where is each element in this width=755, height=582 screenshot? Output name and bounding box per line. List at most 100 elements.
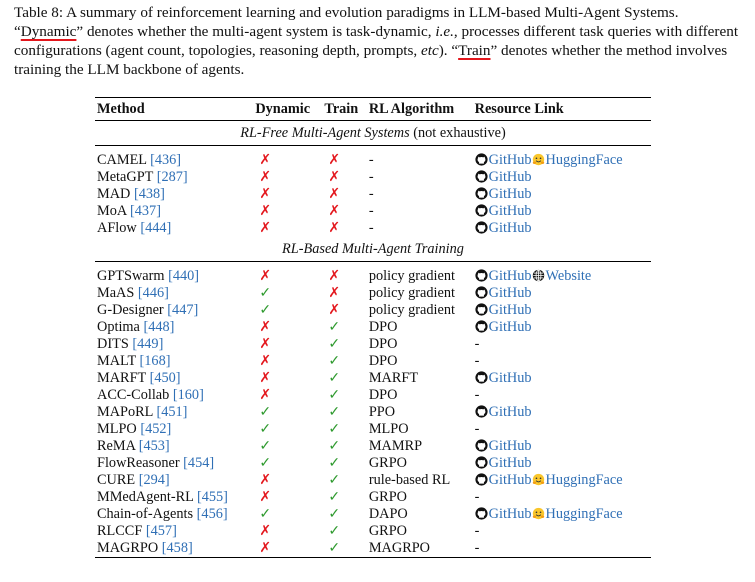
citation: [438]: [133, 186, 165, 202]
dynamic-mark: ✗: [259, 524, 272, 539]
method-cell: ACC-Collab [160]: [95, 387, 253, 404]
dynamic-cell: ✗: [253, 540, 323, 558]
resource-link[interactable]: GitHub: [475, 438, 532, 454]
citation: [456]: [196, 506, 228, 522]
train-mark: ✗: [328, 303, 341, 318]
algorithm-cell: -: [367, 203, 473, 220]
resource-link[interactable]: GitHub: [475, 472, 532, 488]
method-name: MAGRPO: [97, 540, 159, 556]
link-label: GitHub: [488, 302, 532, 318]
dynamic-cell: ✓: [253, 506, 322, 523]
method-cell: MetaGPT [287]: [95, 169, 253, 186]
train-mark: ✓: [328, 524, 341, 539]
caption-text: ” denotes whether the method involves tr…: [14, 42, 728, 78]
resource-link[interactable]: GitHub: [475, 285, 532, 301]
caption-text: Table 8: A summary of reinforcement lear…: [14, 4, 679, 40]
train-mark: ✗: [328, 187, 341, 202]
train-mark: ✓: [328, 456, 341, 471]
train-mark: ✓: [328, 541, 341, 556]
link-label: HuggingFace: [545, 152, 623, 168]
train-cell: ✗: [322, 302, 366, 319]
dynamic-mark: ✓: [259, 456, 272, 471]
resource-link[interactable]: GitHub: [475, 169, 532, 185]
link-cell: GitHub: [473, 186, 651, 203]
dynamic-mark: ✓: [259, 422, 272, 437]
table-row: CURE [294] ✗ ✓ rule-based RL GitHub HuggingFa…: [95, 472, 651, 489]
train-cell: ✓: [322, 319, 366, 336]
dynamic-cell: ✗: [253, 152, 322, 169]
algorithm-cell: DPO: [367, 387, 473, 404]
section-name: RL-Based Multi-Agent Training: [282, 240, 464, 257]
method-name: DITS: [97, 336, 129, 352]
algorithm: MARFT: [368, 370, 419, 386]
table-row: MAPoRL [451] ✓ ✓ PPO GitHub: [95, 404, 651, 421]
train-mark: ✓: [328, 507, 341, 522]
algorithm: -: [368, 220, 374, 236]
link-cell: GitHub: [473, 302, 651, 319]
dynamic-mark: ✗: [259, 153, 272, 168]
resource-link[interactable]: HuggingFace: [532, 152, 623, 168]
link-icon: [475, 286, 488, 299]
train-cell: ✓: [322, 421, 366, 438]
algorithm: PPO: [368, 404, 396, 420]
link-icon: [475, 507, 488, 520]
method-name: FlowReasoner: [97, 455, 180, 471]
resource-link[interactable]: GitHub: [475, 370, 532, 386]
link-label: GitHub: [488, 506, 532, 522]
caption-keyword: Train: [458, 42, 491, 59]
dynamic-cell: ✗: [253, 523, 322, 540]
resource-link[interactable]: GitHub: [475, 186, 532, 202]
link-icon: [475, 371, 488, 384]
header-row: Method Dynamic Train RL Algorithm Resource L…: [95, 97, 651, 121]
train-cell: ✗: [322, 285, 366, 302]
link-cell: GitHub: [473, 285, 651, 302]
table-row: RLCCF [457] ✗ ✓ GRPO -: [95, 523, 651, 540]
citation: [160]: [172, 387, 204, 403]
dynamic-mark: ✗: [259, 337, 272, 352]
table-row: MetaGPT [287] ✗ ✗ - GitHub: [95, 169, 651, 186]
resource-link[interactable]: GitHub: [475, 152, 532, 168]
dynamic-cell: ✓: [253, 285, 322, 302]
train-cell: ✓: [322, 472, 366, 489]
resource-link[interactable]: HuggingFace: [532, 506, 623, 522]
link-cell: -: [473, 523, 651, 540]
resource-link[interactable]: HuggingFace: [532, 472, 623, 488]
train-mark: ✗: [328, 204, 341, 219]
resource-link[interactable]: Website: [532, 268, 592, 284]
resource-link[interactable]: GitHub: [475, 404, 532, 420]
algorithm-cell: DAPO: [367, 506, 473, 523]
algorithm: rule-based RL: [368, 472, 451, 488]
dynamic-cell: ✓: [253, 455, 322, 472]
dynamic-mark: ✓: [259, 507, 272, 522]
resource-link[interactable]: GitHub: [475, 302, 532, 318]
method-name: AFlow: [97, 220, 137, 236]
algorithm-cell: DPO: [367, 319, 473, 336]
train-cell: ✓: [322, 438, 366, 455]
train-cell: ✗: [322, 169, 366, 186]
no-link: -: [474, 336, 480, 352]
link-label: GitHub: [488, 438, 532, 454]
dynamic-mark: ✗: [259, 354, 272, 369]
column-header: Train: [322, 97, 367, 121]
method-name: MAD: [97, 186, 131, 202]
resource-link[interactable]: GitHub: [475, 506, 532, 522]
method-cell: ReMA [453]: [95, 438, 253, 455]
resource-link[interactable]: GitHub: [475, 203, 532, 219]
method-name: Chain-of-Agents: [97, 506, 194, 522]
resource-link[interactable]: GitHub: [475, 455, 532, 471]
table-row: MARFT [450] ✗ ✓ MARFT GitHub: [95, 370, 651, 387]
link-label: Website: [545, 268, 592, 284]
no-link: -: [474, 387, 480, 403]
column-header: RL Algorithm: [366, 97, 473, 121]
algorithm-cell: -: [367, 169, 473, 186]
method-cell: MAPoRL [451]: [95, 404, 253, 421]
resource-link[interactable]: GitHub: [475, 220, 532, 236]
algorithm-cell: rule-based RL: [367, 472, 473, 489]
resource-link[interactable]: GitHub: [475, 268, 532, 284]
link-icon: [475, 320, 488, 333]
train-cell: ✓: [322, 370, 366, 387]
algorithm-cell: GRPO: [367, 523, 473, 540]
algorithm: policy gradient: [368, 302, 455, 318]
train-cell: ✓: [322, 387, 366, 404]
resource-link[interactable]: GitHub: [475, 319, 532, 335]
